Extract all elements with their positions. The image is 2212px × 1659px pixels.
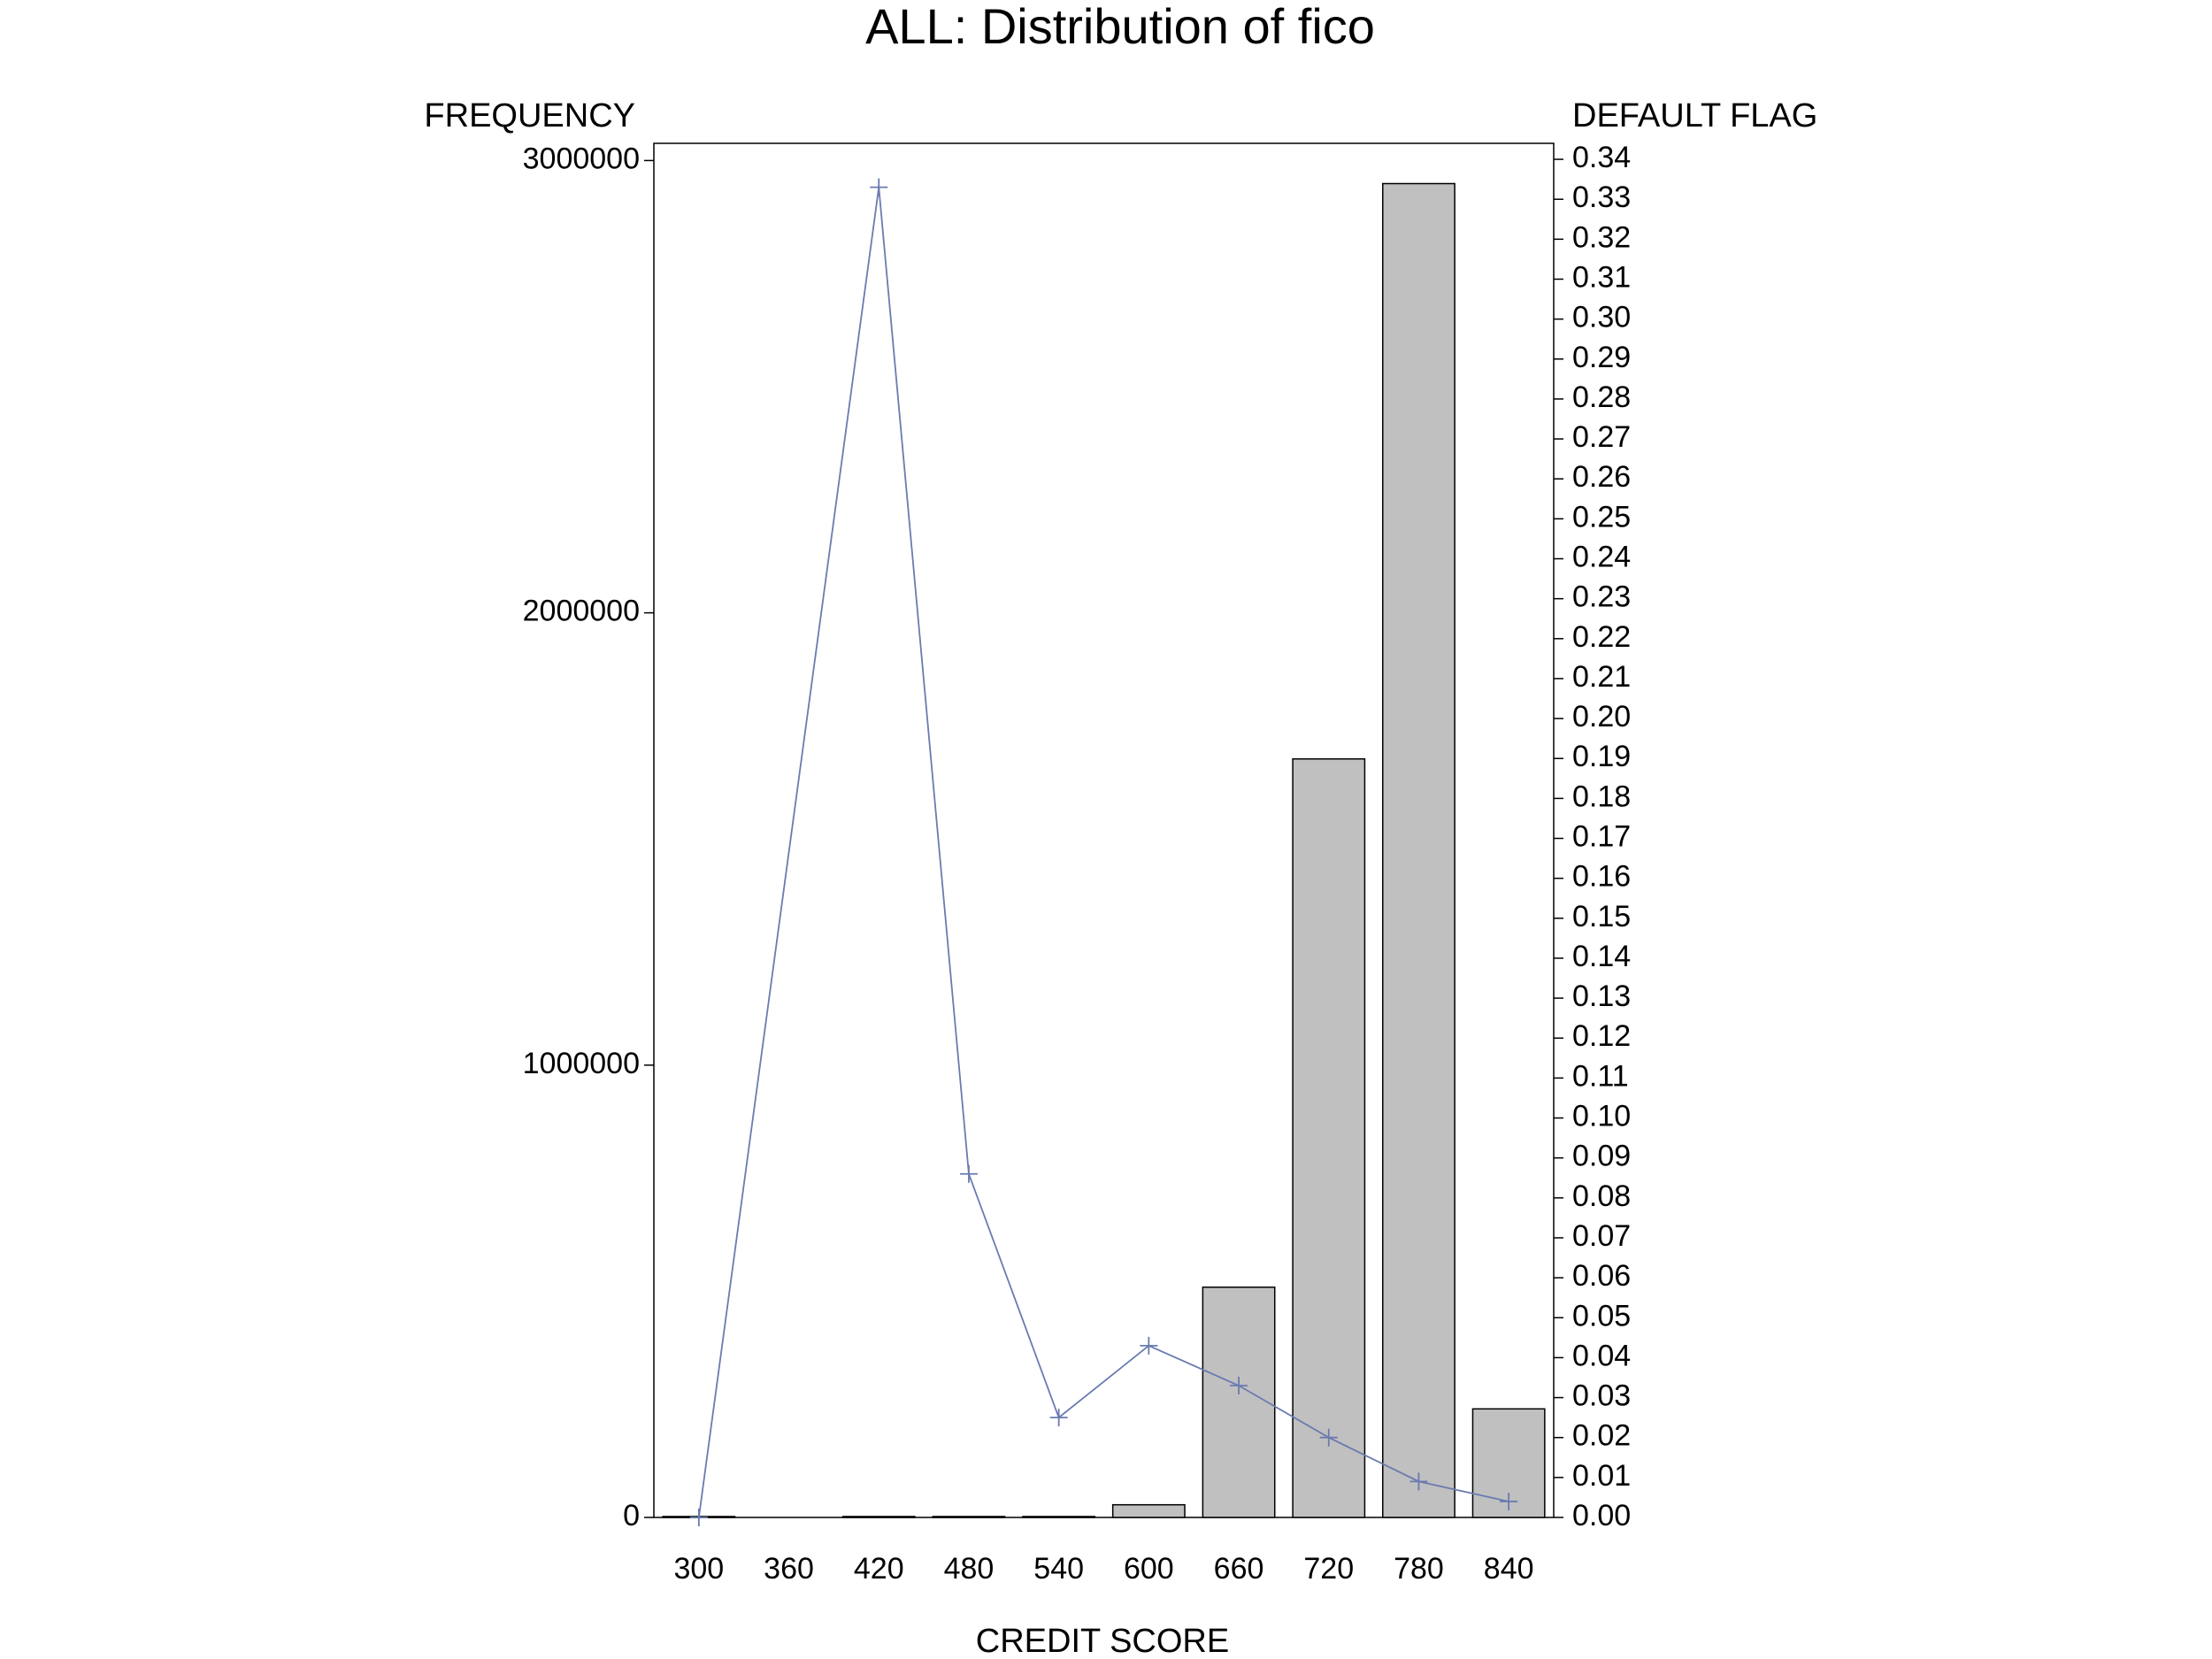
- y2-tick-label: 0.20: [1572, 700, 1631, 733]
- y2-tick-label: 0.29: [1572, 341, 1631, 374]
- y2-tick-label: 0.03: [1572, 1379, 1631, 1413]
- line-marker: [1049, 1409, 1068, 1427]
- y2-tick-label: 0.34: [1572, 141, 1631, 174]
- y2-tick-label: 0.17: [1572, 820, 1631, 854]
- x-tick-label: 660: [1214, 1552, 1264, 1586]
- line-marker: [959, 1164, 978, 1183]
- y2-tick-label: 0.32: [1572, 220, 1631, 254]
- y2-tick-label: 0.24: [1572, 540, 1631, 573]
- x-tick-label: 780: [1394, 1552, 1444, 1586]
- bar: [1382, 182, 1455, 1518]
- y2-tick-label: 0.12: [1572, 1019, 1631, 1053]
- x-tick-label: 480: [944, 1552, 995, 1586]
- y2-tick-label: 0.08: [1572, 1179, 1631, 1213]
- plot-frame: [653, 142, 1555, 1518]
- y2-tick-label: 0.04: [1572, 1339, 1631, 1372]
- x-tick-label: 720: [1303, 1552, 1354, 1586]
- y2-tick-label: 0.15: [1572, 900, 1631, 933]
- x-tick-label: 540: [1033, 1552, 1084, 1586]
- line-marker: [689, 1509, 708, 1526]
- y2-tick-label: 0.14: [1572, 940, 1631, 973]
- y2-tick-label: 0.16: [1572, 860, 1631, 894]
- y2-tick-label: 0.22: [1572, 620, 1631, 654]
- y2-tick-label: 0.25: [1572, 500, 1631, 534]
- x-tick-label: 600: [1124, 1552, 1174, 1586]
- y-tick-label: 0: [623, 1499, 640, 1532]
- y-tick-label: 2000000: [523, 595, 640, 628]
- line-marker: [1230, 1377, 1248, 1395]
- y2-tick-label: 0.27: [1572, 420, 1631, 454]
- line-marker: [870, 178, 888, 196]
- bar: [1111, 1503, 1186, 1518]
- y2-tick-label: 0.06: [1572, 1259, 1631, 1293]
- y2-tick-label: 0.31: [1572, 260, 1631, 294]
- y-tick-label: 3000000: [523, 142, 640, 175]
- line-marker: [1500, 1492, 1518, 1510]
- x-tick-label: 300: [673, 1552, 724, 1586]
- y2-tick-label: 0.28: [1572, 380, 1631, 414]
- bar: [1292, 757, 1366, 1518]
- y-axis-label: FREQUENCY: [424, 97, 635, 134]
- x-tick-label: 840: [1484, 1552, 1534, 1586]
- line-marker: [1409, 1472, 1428, 1491]
- y2-tick-label: 0.18: [1572, 780, 1631, 813]
- y2-tick-label: 0.00: [1572, 1499, 1631, 1532]
- y2-tick-label: 0.19: [1572, 740, 1631, 773]
- y2-tick-label: 0.11: [1572, 1059, 1629, 1093]
- y2-tick-label: 0.30: [1572, 301, 1631, 334]
- x-tick-label: 360: [764, 1552, 814, 1586]
- y2-tick-label: 0.09: [1572, 1140, 1631, 1173]
- y2-tick-label: 0.33: [1572, 180, 1631, 214]
- y2-tick-label: 0.13: [1572, 979, 1631, 1013]
- bar: [1202, 1286, 1276, 1518]
- y2-tick-label: 0.23: [1572, 580, 1631, 614]
- y2-tick-label: 0.07: [1572, 1219, 1631, 1253]
- x-tick-label: 420: [854, 1552, 904, 1586]
- y2-tick-label: 0.26: [1572, 460, 1631, 494]
- y2-tick-label: 0.05: [1572, 1299, 1631, 1333]
- chart-title: ALL: Distribution of fico: [865, 0, 1375, 54]
- y-tick-label: 1000000: [523, 1047, 640, 1080]
- y2-tick-label: 0.21: [1572, 660, 1631, 694]
- y2-tick-label: 0.10: [1572, 1100, 1631, 1133]
- y2-tick-label: 0.01: [1572, 1459, 1631, 1493]
- line-marker: [1319, 1428, 1338, 1447]
- x-axis-label: CREDIT SCORE: [976, 1623, 1229, 1659]
- y2-axis-label: DEFAULT FLAG: [1572, 97, 1817, 134]
- y2-tick-label: 0.02: [1572, 1419, 1631, 1453]
- line-marker: [1140, 1336, 1158, 1355]
